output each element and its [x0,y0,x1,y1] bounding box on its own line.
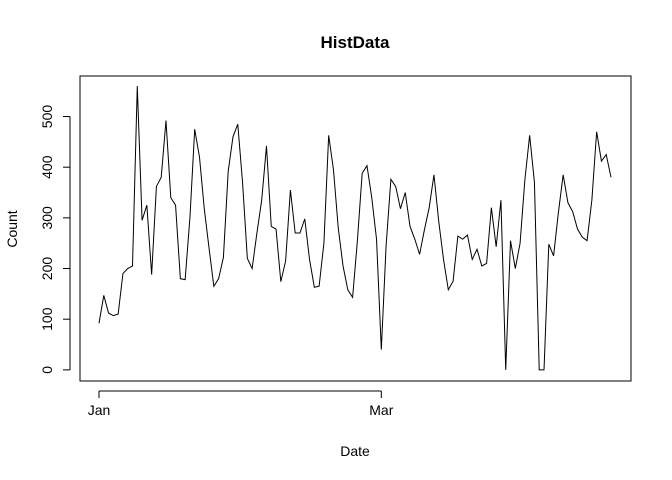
y-tick-label: 100 [39,307,55,331]
y-tick-label: 300 [39,206,55,230]
y-axis: 0 100 200 300 400 500 [39,105,71,374]
y-tick-label: 400 [39,155,55,179]
x-tick-label: Jan [88,402,111,418]
y-tick-label: 500 [39,105,55,129]
plot-frame [79,75,632,382]
y-tick-label: 0 [39,366,55,374]
chart-title: HistData [321,33,391,52]
y-axis-label: Count [4,210,20,247]
y-tick-label: 200 [39,257,55,281]
x-tick-label: Mar [369,402,393,418]
x-axis: Jan Mar [88,390,394,418]
x-axis-label: Date [340,443,370,459]
series-points [99,86,612,371]
series-line [98,86,612,371]
